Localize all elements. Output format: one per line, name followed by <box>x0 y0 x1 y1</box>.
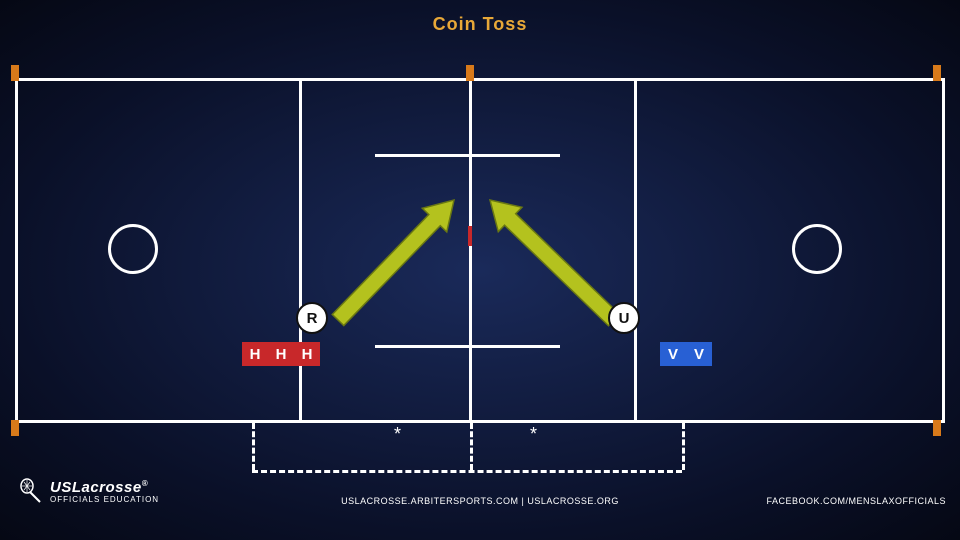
visitor-team-box: VV <box>660 342 712 366</box>
sub-box-star: * <box>394 424 401 445</box>
footer-center-text: USLACROSSE.ARBITERSPORTS.COM | USLACROSS… <box>341 496 619 506</box>
slide-title: Coin Toss <box>0 14 960 35</box>
midfield-line <box>469 78 472 423</box>
cone-marker <box>466 65 474 81</box>
player-marker: H <box>242 342 268 366</box>
umpire-arrow <box>490 200 620 326</box>
sub-box-star: * <box>530 424 537 445</box>
center-x-marker <box>468 226 472 246</box>
top-sideline <box>15 78 945 81</box>
bottom-wing-line <box>375 345 560 348</box>
referee-arrow <box>332 200 454 326</box>
left-restraining-line <box>299 78 302 423</box>
sub-box-bottom <box>252 470 682 473</box>
logo-brand: USLacrosse <box>50 479 142 496</box>
umpire-marker: U <box>608 302 640 334</box>
sub-box-left <box>252 423 255 470</box>
cone-marker <box>11 65 19 81</box>
right-goal-circle <box>792 224 842 274</box>
referee-marker: R <box>296 302 328 334</box>
player-marker: V <box>686 342 712 366</box>
lacrosse-stick-icon <box>18 478 44 504</box>
sub-box-mid <box>470 423 473 470</box>
right-restraining-line <box>634 78 637 423</box>
cone-marker <box>933 420 941 436</box>
left-endline <box>15 78 18 423</box>
cone-marker <box>933 65 941 81</box>
player-marker: V <box>660 342 686 366</box>
footer-right-text: FACEBOOK.COM/MENSLAXOFFICIALS <box>766 496 946 506</box>
uslacrosse-logo: USLacrosse® OFFICIALS EDUCATION <box>18 478 159 504</box>
logo-subtext: OFFICIALS EDUCATION <box>50 495 159 504</box>
player-marker: H <box>294 342 320 366</box>
home-team-box: HHH <box>242 342 320 366</box>
sub-box-right <box>682 423 685 470</box>
cone-marker <box>11 420 19 436</box>
slide-canvas: Coin Toss ** RU HHHVV USLACROSSE.ARBITER… <box>0 0 960 540</box>
player-marker: H <box>268 342 294 366</box>
top-wing-line <box>375 154 560 157</box>
bottom-sideline <box>15 420 945 423</box>
left-goal-circle <box>108 224 158 274</box>
right-endline <box>942 78 945 423</box>
